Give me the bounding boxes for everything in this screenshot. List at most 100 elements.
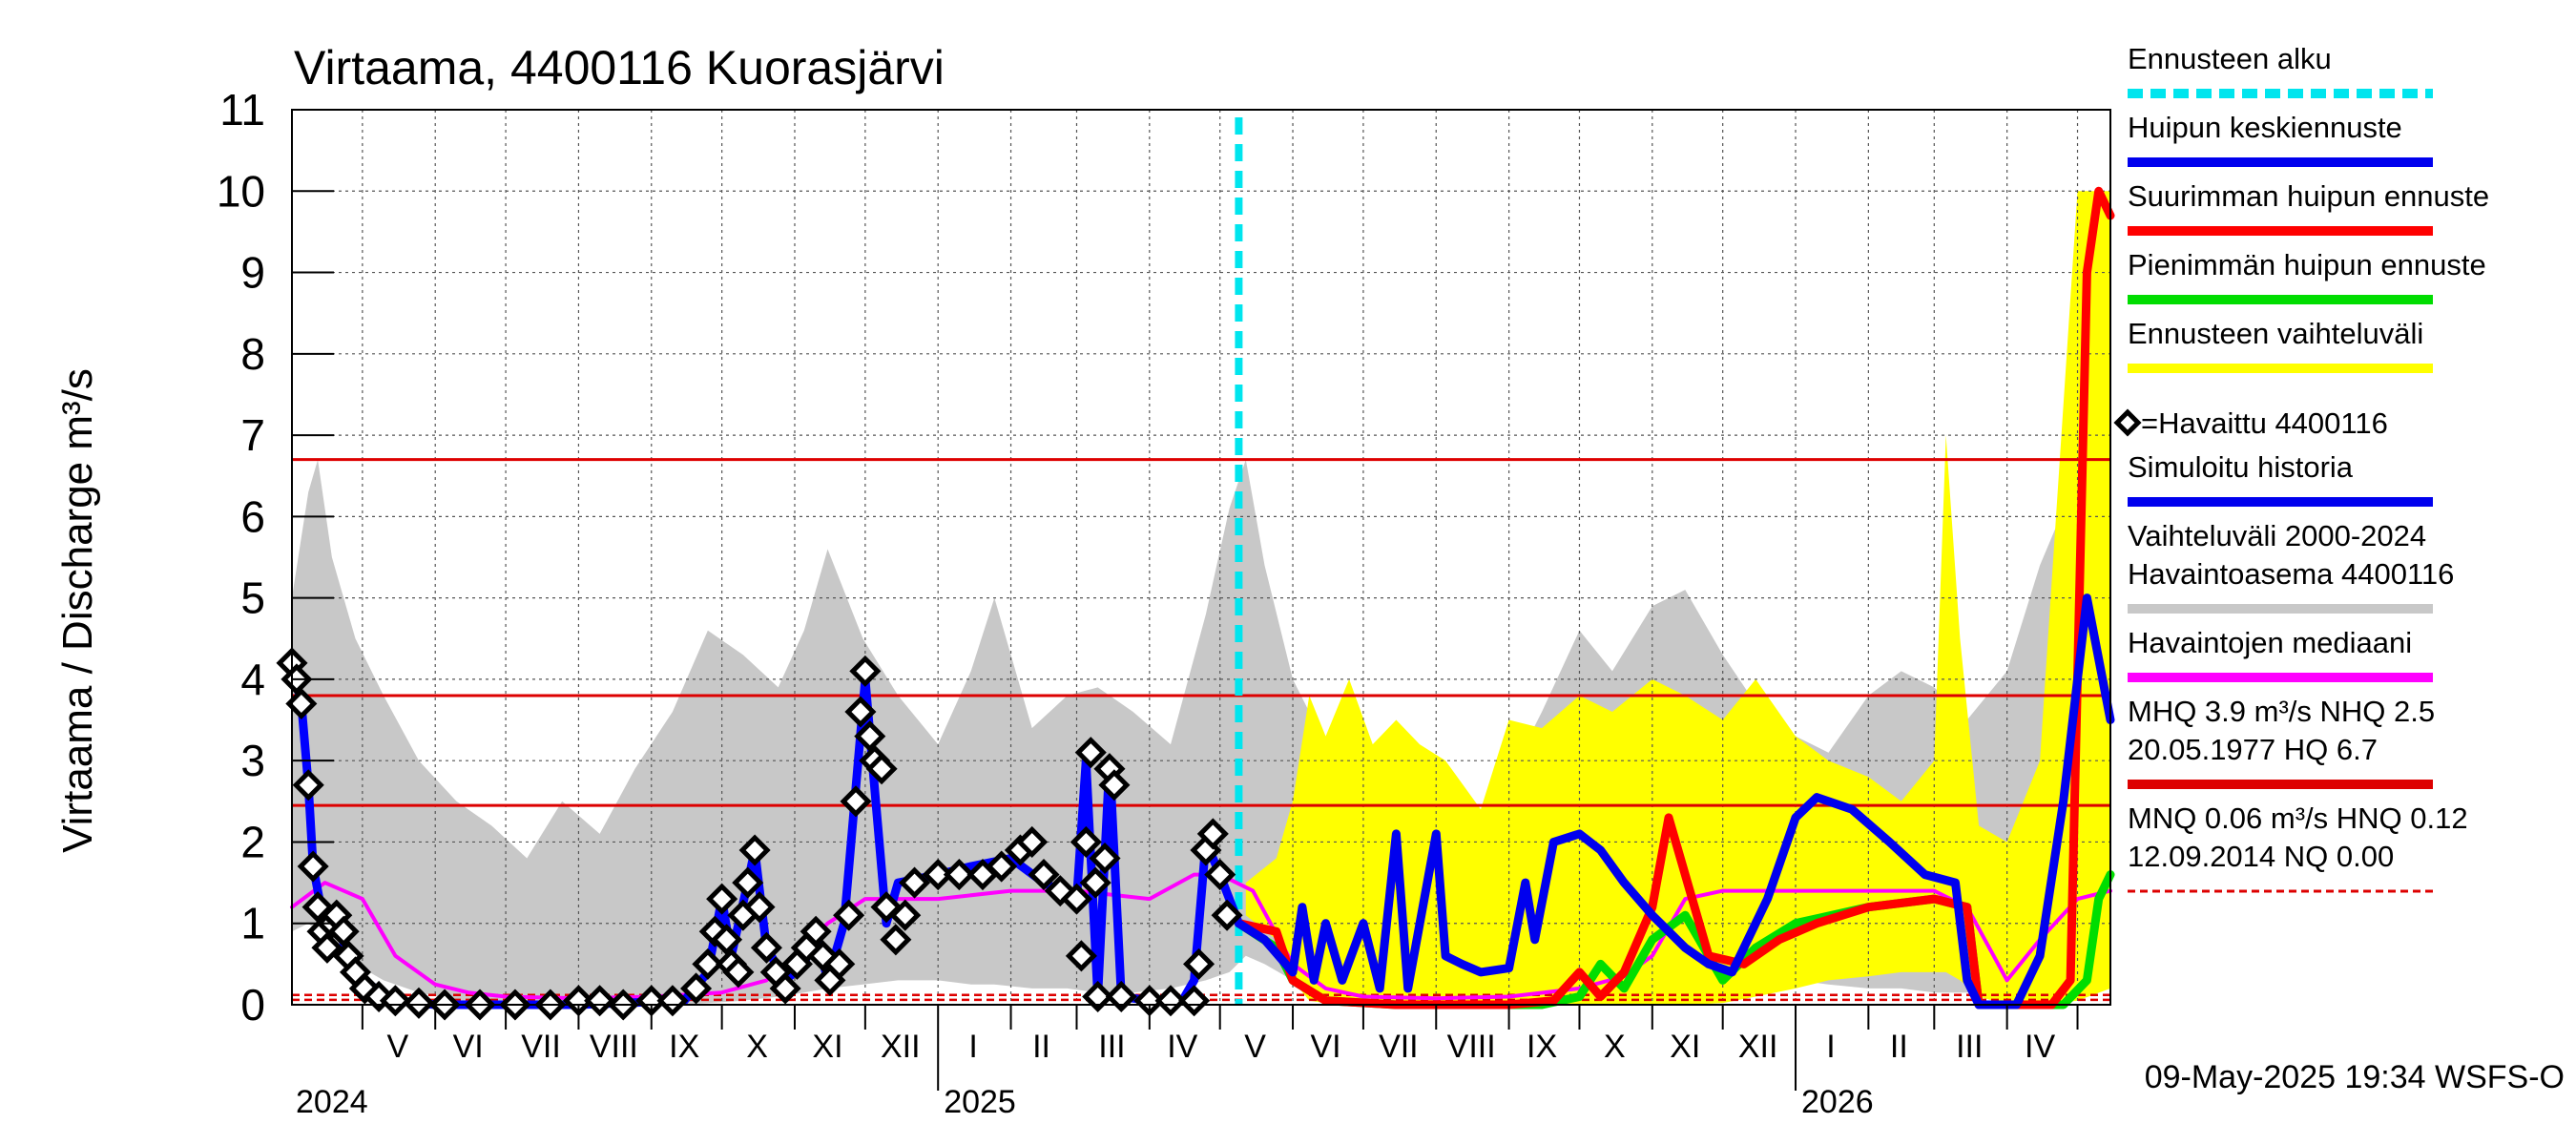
- observed-marker: [292, 769, 324, 802]
- month-label: VIII: [590, 1029, 638, 1065]
- grid-layer: [292, 109, 2110, 1006]
- legend-label-2: Suurimman huipun ennuste: [2128, 179, 2489, 213]
- observed-marker: [1016, 825, 1049, 858]
- observed-marker: [327, 915, 360, 947]
- month-label: VII: [1379, 1029, 1419, 1065]
- observed-marker: [769, 972, 801, 1005]
- observed-marker: [1178, 985, 1211, 1017]
- observed-marker: [706, 883, 738, 915]
- observed-marker: [743, 891, 776, 924]
- legend-label-1: Huipun keskiennuste: [2128, 111, 2402, 144]
- y-tick-label: 2: [240, 817, 265, 866]
- month-label: XII: [881, 1029, 921, 1065]
- y-tick-label: 3: [240, 736, 265, 785]
- observed-marker: [722, 956, 755, 989]
- month-label: VIII: [1447, 1029, 1496, 1065]
- legend: Ennusteen alku Huipun keskiennuste Suurimm…: [2113, 42, 2489, 893]
- month-label: V: [1244, 1029, 1266, 1065]
- observed-marker: [889, 899, 922, 931]
- y-tick-label: 10: [217, 166, 265, 216]
- month-label: I: [1826, 1029, 1835, 1065]
- observed-marker: [800, 915, 832, 947]
- observed-marker: [849, 655, 882, 687]
- observed-marker: [865, 753, 898, 785]
- observed-marker: [680, 972, 713, 1005]
- legend-label-10: MNQ 0.06 m³/s HNQ 0.12: [2128, 802, 2468, 835]
- month-label: V: [386, 1029, 408, 1065]
- chart-title: Virtaama, 4400116 Kuorasjärvi: [294, 41, 945, 94]
- legend-label-5: =Havaittu 4400116: [2141, 406, 2388, 440]
- y-tick-label: 7: [240, 410, 265, 460]
- y-tick-label: 6: [240, 491, 265, 541]
- observed-marker: [656, 985, 689, 1017]
- observed-marker: [750, 931, 782, 964]
- legend-label-7: Vaihteluväli 2000-2024: [2128, 519, 2426, 552]
- legend-label-3: Pienimmän huipun ennuste: [2128, 248, 2486, 281]
- observed-marker: [854, 720, 886, 753]
- observed-marker: [711, 924, 743, 956]
- y-tick-label: 8: [240, 329, 265, 379]
- observed-marker: [403, 987, 435, 1019]
- month-label: XI: [812, 1029, 842, 1065]
- legend-label2-7: Havaintoasema 4400116: [2128, 557, 2454, 591]
- month-label: IV: [1167, 1029, 1197, 1065]
- observed-marker: [1105, 980, 1137, 1013]
- year-label: 2026: [1801, 1084, 1874, 1120]
- observed-marker: [922, 859, 954, 891]
- month-label: II: [1890, 1029, 1908, 1065]
- month-label: IV: [2025, 1029, 2055, 1065]
- observed-marker: [692, 947, 724, 980]
- observed-marker: [986, 850, 1018, 883]
- month-label: III: [1956, 1029, 1983, 1065]
- month-label: I: [968, 1029, 977, 1065]
- observed-marker: [899, 866, 931, 899]
- legend-label-4: Ennusteen vaihteluväli: [2128, 317, 2423, 350]
- month-label: XI: [1670, 1029, 1700, 1065]
- observed-marker: [1074, 737, 1107, 769]
- year-label: 2025: [944, 1084, 1016, 1120]
- y-tick-label: 0: [240, 980, 265, 1030]
- y-tick-label: 1: [240, 899, 265, 948]
- month-label: IX: [1527, 1029, 1557, 1065]
- observed-marker: [1060, 883, 1093, 915]
- observed-marker: [1028, 859, 1060, 891]
- observed-marker: [1089, 842, 1121, 875]
- series-line-4: [1234, 593, 2115, 1010]
- year-label: 2024: [296, 1084, 368, 1120]
- observed-marker: [1079, 866, 1111, 899]
- y-tick-label: 4: [240, 655, 265, 704]
- observed-marker: [285, 687, 318, 720]
- legend-label-9: MHQ 3.9 m³/s NHQ 2.5: [2128, 695, 2435, 728]
- observed-marker: [311, 931, 343, 964]
- observed-marker: [297, 850, 329, 883]
- observed-marker: [738, 834, 771, 866]
- legend-label2-10: 12.09.2014 NQ 0.00: [2128, 840, 2394, 873]
- month-label: III: [1098, 1029, 1125, 1065]
- month-label: X: [1604, 1029, 1626, 1065]
- observed-marker: [823, 947, 856, 980]
- legend-label2-9: 20.05.1977 HQ 6.7: [2128, 733, 2378, 766]
- month-label: XII: [1738, 1029, 1778, 1065]
- observed-marker: [1196, 818, 1229, 850]
- y-tick-label: 5: [240, 573, 265, 623]
- legend-marker-icon: [2113, 408, 2142, 437]
- observation-markers: [276, 647, 1243, 1021]
- month-label: VI: [453, 1029, 484, 1065]
- y-tick-label: 9: [240, 248, 265, 298]
- observed-marker: [732, 866, 764, 899]
- observed-marker: [1098, 769, 1131, 802]
- y-axis-label: Virtaama / Discharge m³/s: [54, 368, 101, 853]
- month-label: IX: [669, 1029, 699, 1065]
- observed-marker: [840, 785, 872, 818]
- legend-label-6: Simuloitu historia: [2128, 450, 2354, 484]
- observed-marker: [1183, 947, 1215, 980]
- observed-marker: [880, 924, 912, 956]
- observed-marker: [1154, 985, 1187, 1017]
- observed-marker: [379, 985, 411, 1017]
- observed-marker: [943, 859, 975, 891]
- month-label: X: [746, 1029, 768, 1065]
- observed-marker: [584, 985, 616, 1017]
- legend-label-8: Havaintojen mediaani: [2128, 626, 2412, 659]
